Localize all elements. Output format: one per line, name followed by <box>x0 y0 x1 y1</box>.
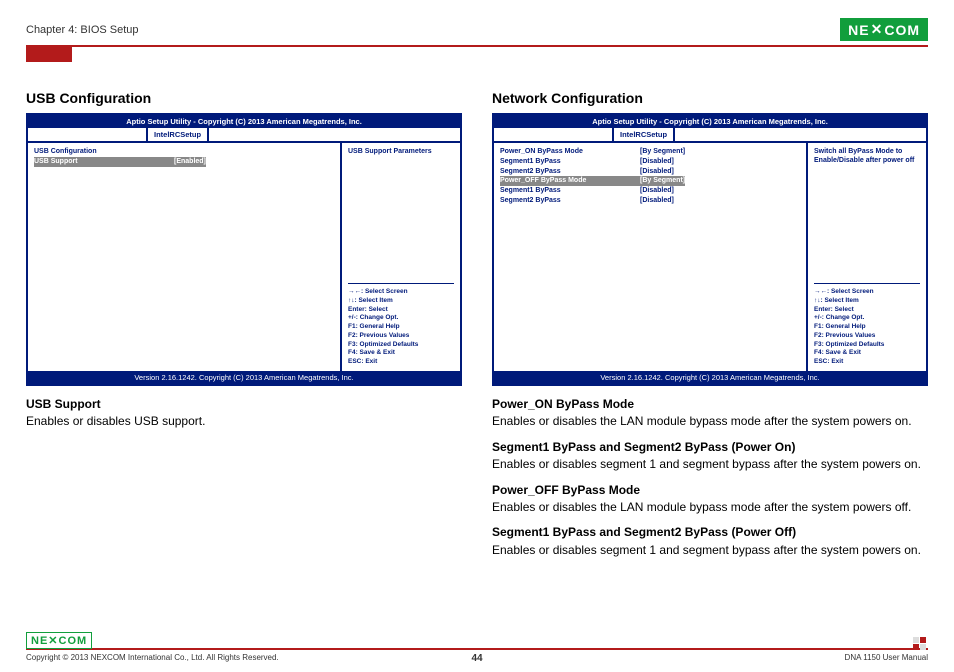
bios-key-line: ESC: Exit <box>348 358 454 367</box>
bios-setting-label: Segment2 ByPass <box>500 167 640 177</box>
desc-heading: Power_ON ByPass Mode <box>492 396 928 413</box>
bios-key-line: ↑↓: Select Item <box>814 297 920 306</box>
header-red-chip <box>26 47 72 62</box>
bios-key-help: →←: Select Screen↑↓: Select ItemEnter: S… <box>348 283 454 367</box>
bios-left-pane: Power_ON ByPass Mode[By Segment]Segment1… <box>494 143 808 371</box>
network-bios-screenshot: Aptio Setup Utility - Copyright (C) 2013… <box>492 113 928 386</box>
usb-support-text: Enables or disables USB support. <box>26 413 462 430</box>
usb-support-heading: USB Support <box>26 396 462 413</box>
bios-key-line: F4: Save & Exit <box>348 349 454 358</box>
bios-key-line: F3: Optimized Defaults <box>348 341 454 350</box>
bios-tab-blank <box>28 128 148 141</box>
bios-setting-label: USB Support <box>34 157 174 167</box>
bios-body: USB ConfigurationUSB Support[Enabled] US… <box>28 143 460 371</box>
usb-config-column: USB Configuration Aptio Setup Utility - … <box>26 90 462 561</box>
footer-divider: NE✕COM <box>26 648 928 650</box>
bios-setting-value: [Enabled] <box>174 157 206 167</box>
bios-setting-row: Segment1 ByPass[Disabled] <box>500 157 800 167</box>
bios-key-line: F2: Previous Values <box>814 332 920 341</box>
bios-setting-label: Segment1 ByPass <box>500 157 640 167</box>
nexcom-logo: NE COMNE✕COM <box>840 18 928 41</box>
bios-tab-rest <box>209 128 460 141</box>
bios-tab-blank <box>494 128 614 141</box>
bios-setting-value: [Disabled] <box>640 157 674 167</box>
page-number: 44 <box>471 653 482 664</box>
bios-key-help: →←: Select Screen↑↓: Select ItemEnter: S… <box>814 283 920 367</box>
bios-setting-row: Segment2 ByPass[Disabled] <box>500 167 800 177</box>
bios-key-line: F4: Save & Exit <box>814 349 920 358</box>
usb-config-title: USB Configuration <box>26 90 462 106</box>
bios-footer-bar: Version 2.16.1242. Copyright (C) 2013 Am… <box>494 371 926 384</box>
bios-key-line: Enter: Select <box>348 306 454 315</box>
content-columns: USB Configuration Aptio Setup Utility - … <box>26 90 928 561</box>
desc-heading: Segment1 ByPass and Segment2 ByPass (Pow… <box>492 524 928 541</box>
bios-setting-row: Segment1 ByPass[Disabled] <box>500 186 800 196</box>
bios-setting-row: Power_OFF ByPass Mode[By Segment] <box>500 176 800 186</box>
bios-key-line: F1: General Help <box>348 323 454 332</box>
bios-setting-value: [Disabled] <box>640 196 674 206</box>
bios-key-line: Enter: Select <box>814 306 920 315</box>
bios-key-line: ↑↓: Select Item <box>348 297 454 306</box>
bios-setting-row: Segment2 ByPass[Disabled] <box>500 196 800 206</box>
footer-text-row: Copyright © 2013 NEXCOM International Co… <box>26 653 928 662</box>
bios-top-bar: Aptio Setup Utility - Copyright (C) 2013… <box>494 115 926 128</box>
bios-setting-label: USB Configuration <box>34 147 174 157</box>
page-footer: NE✕COM Copyright © 2013 NEXCOM Internati… <box>26 648 928 662</box>
bios-setting-row: USB Support[Enabled] <box>34 157 334 167</box>
bios-key-line: F1: General Help <box>814 323 920 332</box>
bios-tab-active: IntelRCSetup <box>148 128 209 141</box>
bios-setting-value: [Disabled] <box>640 186 674 196</box>
bios-key-line: F2: Previous Values <box>348 332 454 341</box>
bios-right-pane: Switch all ByPass Mode to Enable/Disable… <box>808 143 926 371</box>
bios-tab-active: IntelRCSetup <box>614 128 675 141</box>
desc-heading: Power_OFF ByPass Mode <box>492 482 928 499</box>
bios-key-line: +/-: Change Opt. <box>814 314 920 323</box>
desc-text: Enables or disables segment 1 and segmen… <box>492 542 928 559</box>
footer-squares-icon <box>912 636 928 650</box>
bios-setting-label: Power_OFF ByPass Mode <box>500 176 640 186</box>
chapter-title: Chapter 4: BIOS Setup <box>26 24 139 36</box>
bios-setting-label: Segment1 ByPass <box>500 186 640 196</box>
footer-logo: NE✕COM <box>26 632 92 649</box>
header-divider <box>26 45 928 47</box>
bios-tabs: IntelRCSetup <box>28 128 460 143</box>
bios-key-line: +/-: Change Opt. <box>348 314 454 323</box>
footer-manual: DNA 1150 User Manual <box>845 653 928 662</box>
bios-setting-label: Power_ON ByPass Mode <box>500 147 640 157</box>
page-header: Chapter 4: BIOS Setup NE COMNE✕COM <box>26 18 928 41</box>
bios-help-text: USB Support Parameters <box>348 147 454 156</box>
bios-right-pane: USB Support Parameters →←: Select Screen… <box>342 143 460 371</box>
bios-key-line: →←: Select Screen <box>348 288 454 297</box>
bios-footer-bar: Version 2.16.1242. Copyright (C) 2013 Am… <box>28 371 460 384</box>
desc-heading: Segment1 ByPass and Segment2 ByPass (Pow… <box>492 439 928 456</box>
bios-left-pane: USB ConfigurationUSB Support[Enabled] <box>28 143 342 371</box>
bios-setting-row: Power_ON ByPass Mode[By Segment] <box>500 147 800 157</box>
network-descs: Power_ON ByPass ModeEnables or disables … <box>492 396 928 559</box>
bios-setting-row: USB Configuration <box>34 147 334 157</box>
bios-tabs: IntelRCSetup <box>494 128 926 143</box>
bios-tab-rest <box>675 128 926 141</box>
bios-key-line: →←: Select Screen <box>814 288 920 297</box>
usb-support-desc: USB Support Enables or disables USB supp… <box>26 396 462 431</box>
desc-text: Enables or disables the LAN module bypas… <box>492 499 928 516</box>
bios-key-line: F3: Optimized Defaults <box>814 341 920 350</box>
network-config-column: Network Configuration Aptio Setup Utilit… <box>492 90 928 561</box>
bios-body: Power_ON ByPass Mode[By Segment]Segment1… <box>494 143 926 371</box>
bios-setting-value: [By Segment] <box>640 176 685 186</box>
bios-help-text: Switch all ByPass Mode to Enable/Disable… <box>814 147 920 165</box>
bios-setting-label: Segment2 ByPass <box>500 196 640 206</box>
bios-setting-value: [By Segment] <box>640 147 685 157</box>
bios-setting-value: [Disabled] <box>640 167 674 177</box>
bios-top-bar: Aptio Setup Utility - Copyright (C) 2013… <box>28 115 460 128</box>
footer-copyright: Copyright © 2013 NEXCOM International Co… <box>26 653 279 662</box>
network-config-title: Network Configuration <box>492 90 928 106</box>
desc-text: Enables or disables the LAN module bypas… <box>492 413 928 430</box>
usb-bios-screenshot: Aptio Setup Utility - Copyright (C) 2013… <box>26 113 462 386</box>
bios-key-line: ESC: Exit <box>814 358 920 367</box>
desc-text: Enables or disables segment 1 and segmen… <box>492 456 928 473</box>
